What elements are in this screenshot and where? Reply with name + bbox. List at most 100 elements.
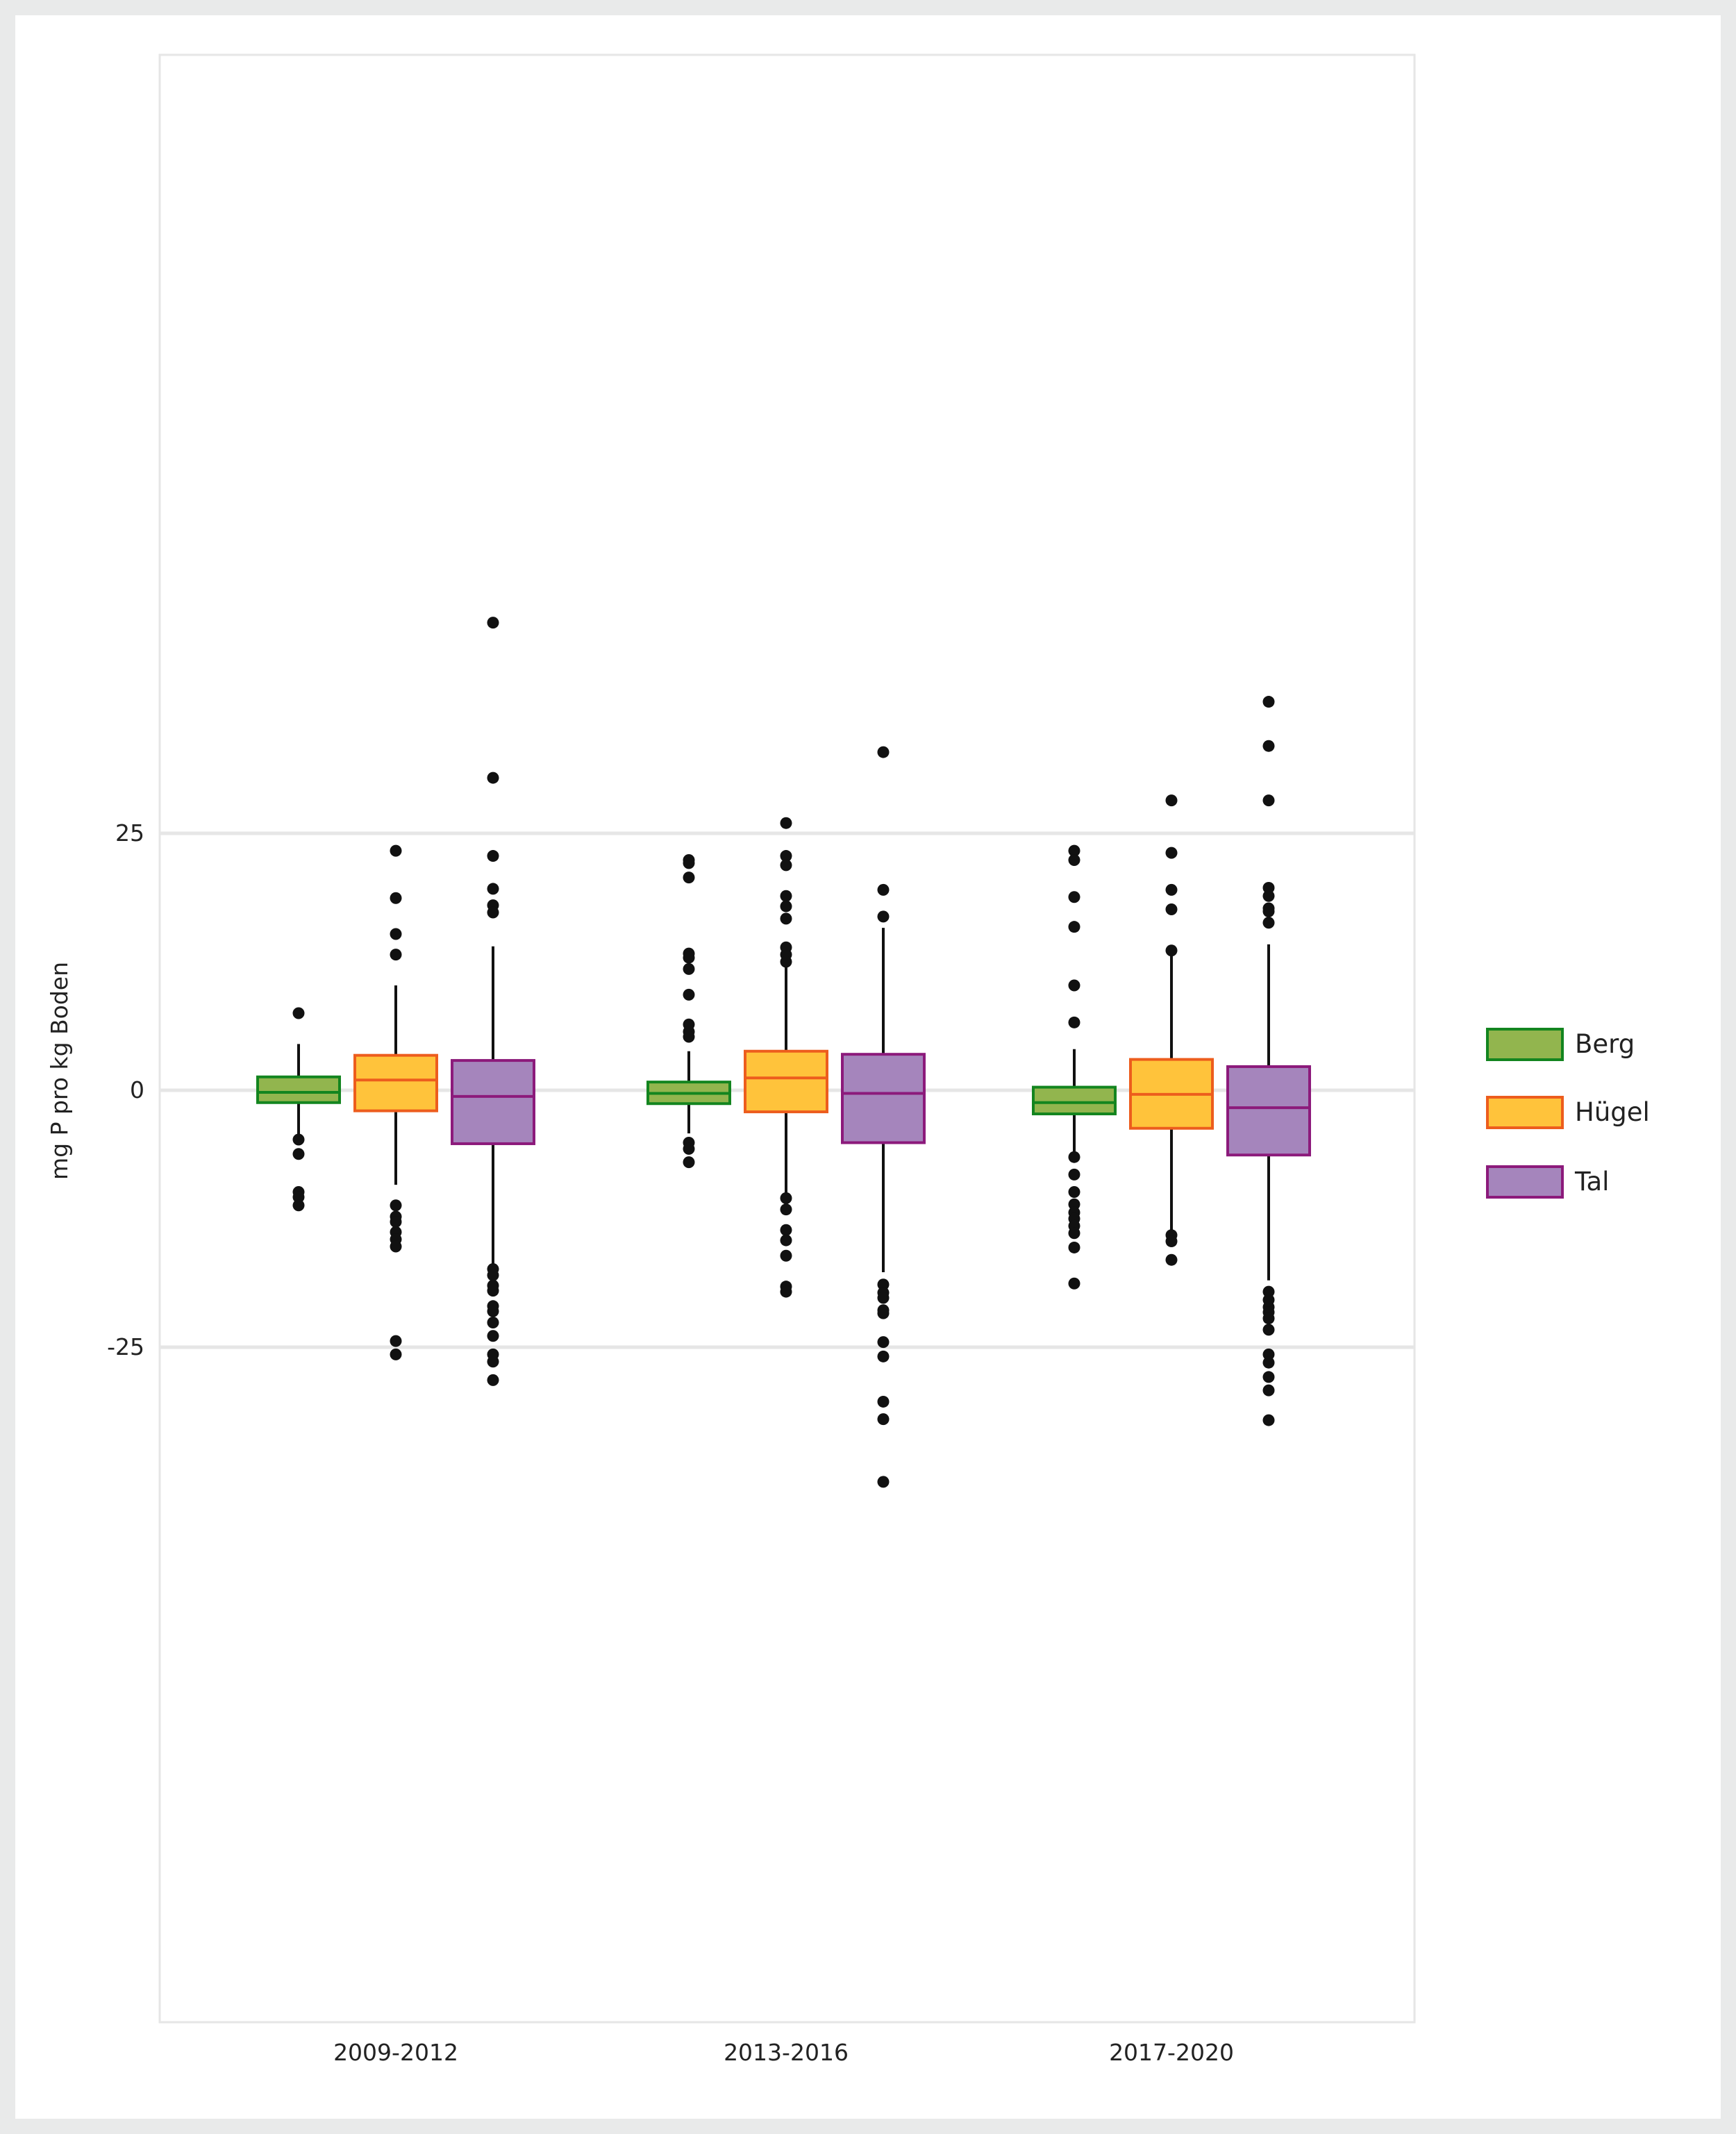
outlier-point <box>1262 1324 1275 1336</box>
outlier-point <box>1165 903 1178 916</box>
outlier-point <box>292 1007 305 1019</box>
outlier-point <box>1262 917 1275 929</box>
legend: Berg Hügel Tal <box>1486 1028 1650 1199</box>
outlier-point <box>1165 1253 1178 1266</box>
outlier-point <box>780 1203 792 1216</box>
outlier-point <box>390 928 402 940</box>
outlier-point <box>780 859 792 872</box>
y-tick-label: 25 <box>115 819 144 847</box>
outlier-point <box>877 883 890 896</box>
chart-card: 25 0 -25 2009-2012 2013-2016 2017-2020 mg P … <box>15 15 1721 2119</box>
outlier-point <box>877 1336 890 1349</box>
outlier-point <box>487 1269 499 1281</box>
outlier-point <box>780 956 792 968</box>
box-tal-0 <box>451 617 535 1386</box>
outlier-point <box>683 988 695 1001</box>
outlier-point <box>1068 921 1080 933</box>
legend-label: Hügel <box>1575 1097 1650 1127</box>
outlier-point <box>877 746 890 758</box>
outlier-point <box>390 949 402 961</box>
outlier-point <box>390 844 402 857</box>
outlier-point <box>390 1240 402 1253</box>
outlier-point <box>487 1305 499 1317</box>
outlier-point <box>780 900 792 912</box>
outlier-point <box>390 1199 402 1212</box>
outlier-point <box>1165 883 1178 896</box>
y-tick-label: -25 <box>107 1333 144 1360</box>
outlier-point <box>487 906 499 919</box>
outlier-point <box>1262 1356 1275 1369</box>
outlier-point <box>487 1316 499 1328</box>
outlier-point <box>1262 905 1275 917</box>
outlier-point <box>877 1413 890 1426</box>
legend-swatch <box>1486 1165 1564 1199</box>
outlier-point <box>487 1356 499 1368</box>
outlier-point <box>390 1215 402 1228</box>
outlier-point <box>1068 1186 1080 1199</box>
outlier-point <box>1262 1312 1275 1325</box>
outlier-point <box>780 912 792 925</box>
outlier-point <box>390 1348 402 1360</box>
box-hgel-2 <box>1129 794 1214 1266</box>
outlier-point <box>1262 1348 1275 1360</box>
box-hgel-1 <box>744 817 828 1298</box>
box-body <box>353 1053 438 1112</box>
box-body <box>744 1049 828 1114</box>
box-body <box>1226 1065 1311 1157</box>
outlier-point <box>487 617 499 629</box>
outlier-point <box>1068 1241 1080 1253</box>
outlier-point <box>683 1031 695 1043</box>
outlier-point <box>877 1476 890 1488</box>
outlier-point <box>487 1330 499 1342</box>
outlier-point <box>292 1148 305 1160</box>
outlier-point <box>292 1191 305 1203</box>
outlier-point <box>1262 1384 1275 1397</box>
legend-label: Tal <box>1574 1167 1609 1197</box>
outlier-point <box>292 1199 305 1212</box>
box-berg-0 <box>256 1007 341 1212</box>
box-berg-2 <box>1032 844 1117 1290</box>
outlier-point <box>877 1278 890 1291</box>
outlier-point <box>780 817 792 829</box>
box-body <box>1032 1085 1117 1116</box>
outlier-point <box>487 850 499 862</box>
box-body <box>451 1059 535 1145</box>
outlier-point <box>683 1142 695 1155</box>
outlier-point <box>683 951 695 964</box>
y-axis-title: mg P pro kg Boden <box>46 962 73 1180</box>
outlier-point <box>780 1234 792 1247</box>
outlier-point <box>1068 1198 1080 1210</box>
boxplot-boxes <box>256 617 1311 1488</box>
x-tick-label: 2009-2012 <box>333 2039 458 2066</box>
outlier-point <box>683 1156 695 1169</box>
outlier-point <box>390 892 402 904</box>
box-tal-1 <box>841 746 926 1488</box>
outlier-point <box>780 1192 792 1204</box>
x-tick-label: 2013-2016 <box>724 2039 849 2066</box>
legend-swatch <box>1486 1028 1564 1061</box>
outlier-point <box>1068 844 1080 857</box>
outlier-point <box>292 1133 305 1146</box>
x-axis-ticks: 2009-2012 2013-2016 2017-2020 <box>333 2039 1234 2066</box>
outlier-point <box>1068 891 1080 903</box>
boxplot-chart: 25 0 -25 2009-2012 2013-2016 2017-2020 mg P … <box>46 53 1650 2066</box>
outlier-point <box>390 1335 402 1347</box>
outlier-point <box>877 1307 890 1319</box>
x-tick-label: 2017-2020 <box>1109 2039 1234 2066</box>
outlier-point <box>487 1285 499 1297</box>
outlier-point <box>1262 1371 1275 1383</box>
outlier-point <box>877 1292 890 1304</box>
outlier-point <box>487 1374 499 1386</box>
outlier-point <box>780 1285 792 1298</box>
outlier-point <box>1068 1151 1080 1163</box>
outlier-point <box>877 1395 890 1408</box>
y-tick-label: 0 <box>130 1076 144 1103</box>
outlier-point <box>683 872 695 884</box>
outlier-point <box>1068 1277 1080 1290</box>
outlier-point <box>1262 890 1275 902</box>
outlier-point <box>877 910 890 923</box>
box-hgel-0 <box>353 844 438 1360</box>
outlier-point <box>1068 1168 1080 1181</box>
outlier-point <box>1068 1016 1080 1028</box>
outlier-point <box>780 890 792 902</box>
